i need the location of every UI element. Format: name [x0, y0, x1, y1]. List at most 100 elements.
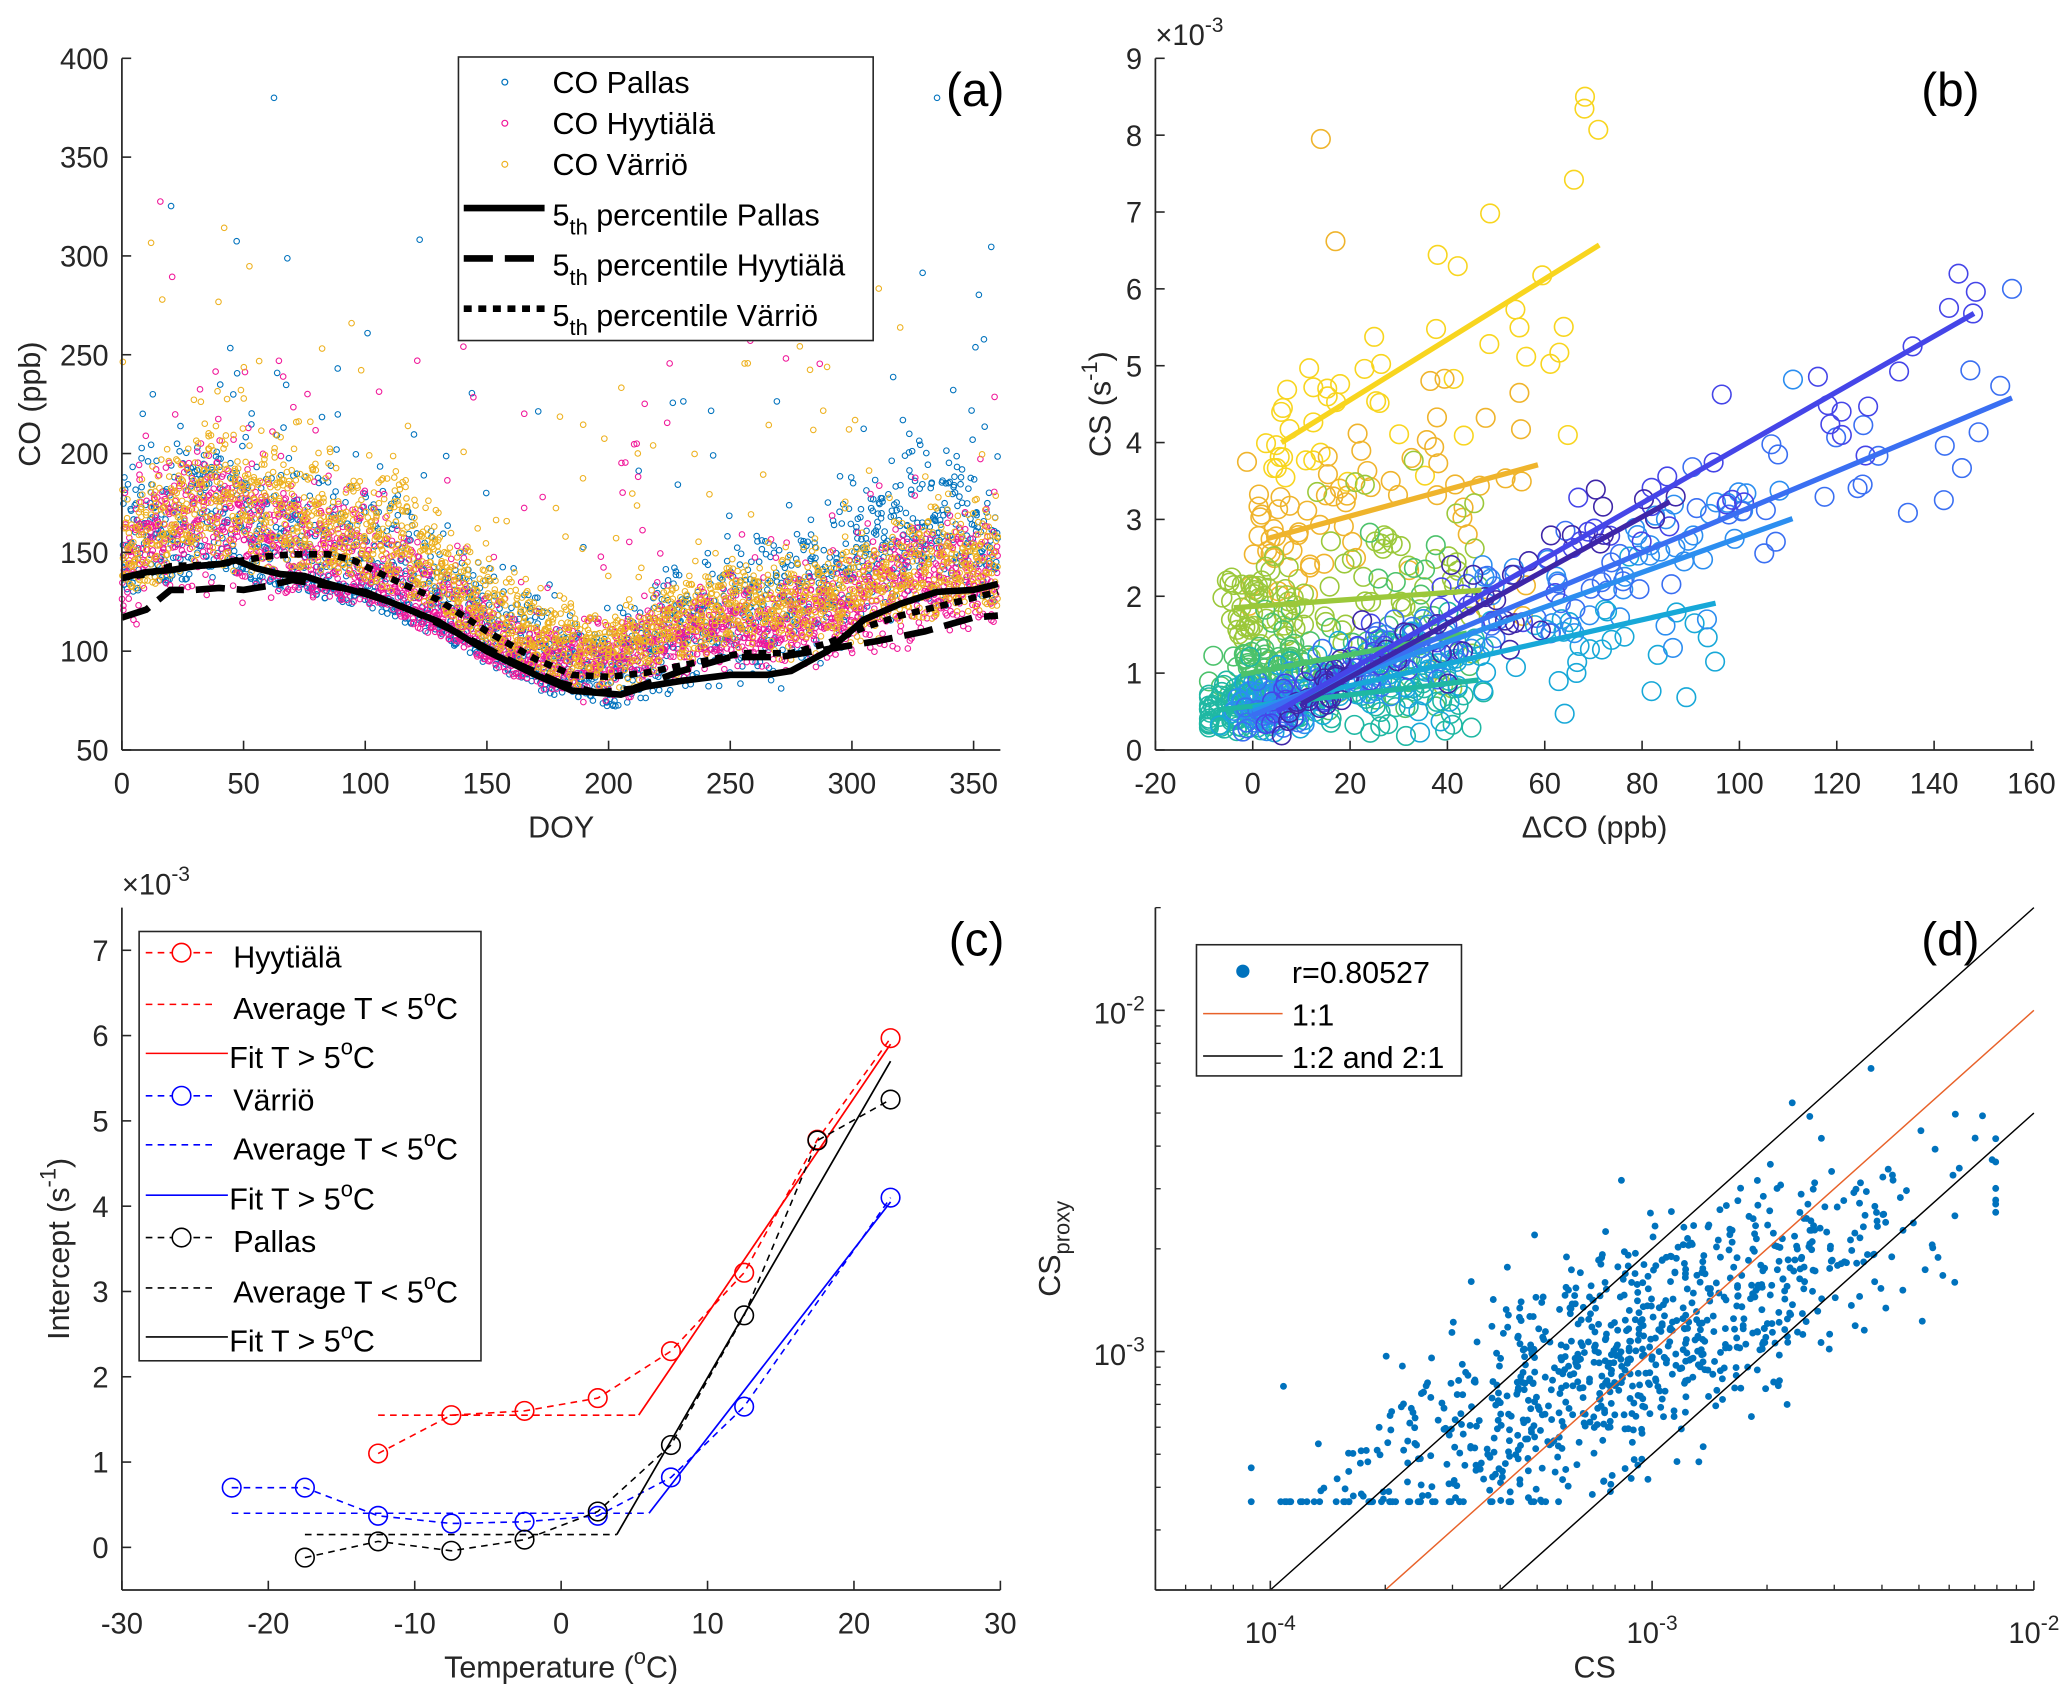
data-point	[434, 542, 442, 550]
data-point	[239, 425, 247, 432]
data-point	[394, 511, 402, 519]
data-point	[248, 421, 255, 428]
data-point	[138, 483, 145, 491]
data-point	[715, 682, 723, 690]
data-point	[334, 365, 342, 372]
data-point	[785, 501, 793, 509]
data-point	[184, 553, 192, 561]
data-point	[312, 460, 319, 468]
data-point	[342, 498, 349, 506]
data-point	[451, 586, 458, 594]
data-point	[635, 467, 643, 475]
data-point	[152, 466, 160, 473]
data-point	[597, 553, 605, 561]
data-point	[383, 610, 391, 617]
data-point	[666, 360, 673, 367]
data-point	[374, 560, 381, 567]
data-point	[460, 448, 467, 456]
data-point	[547, 689, 554, 697]
data-point	[896, 628, 904, 635]
data-point	[985, 489, 993, 497]
data-point	[444, 477, 451, 484]
data-point	[857, 505, 865, 513]
data-point	[285, 454, 293, 462]
data-point	[888, 457, 896, 465]
data-point	[255, 357, 263, 365]
data-point	[492, 516, 500, 524]
data-point	[290, 403, 297, 411]
data-point	[412, 502, 419, 509]
data-point	[200, 491, 208, 499]
data-point	[751, 554, 759, 561]
data-point	[832, 651, 839, 658]
data-point	[777, 685, 785, 692]
data-point	[446, 595, 453, 603]
data-point	[375, 499, 383, 507]
data-point	[392, 468, 400, 475]
data-point	[439, 530, 447, 538]
data-point	[457, 548, 465, 556]
data-point	[133, 620, 140, 628]
data-point	[967, 474, 975, 482]
data-point	[203, 591, 211, 599]
data-point	[957, 480, 964, 488]
data-point	[378, 608, 386, 616]
data-point	[511, 569, 518, 576]
data-point	[775, 546, 783, 554]
data-point	[318, 413, 326, 421]
data-point	[404, 422, 412, 430]
data-point	[527, 617, 534, 624]
data-point	[240, 395, 248, 402]
data-point	[707, 407, 715, 415]
data-point	[896, 505, 904, 513]
data-point	[474, 525, 481, 532]
data-point	[258, 427, 265, 434]
data-point	[234, 458, 241, 465]
data-point	[119, 358, 127, 366]
data-point	[197, 398, 205, 406]
data-point	[994, 453, 1001, 460]
data-point	[185, 570, 193, 578]
data-point	[176, 448, 183, 455]
data-point	[233, 237, 240, 245]
data-point	[964, 625, 972, 633]
data-point	[369, 604, 376, 612]
data-point	[245, 424, 252, 432]
data-point	[288, 466, 295, 474]
data-point	[334, 411, 342, 418]
data-point	[662, 565, 670, 573]
data-point	[423, 606, 430, 613]
data-point	[522, 575, 530, 583]
data-point	[214, 415, 222, 423]
data-point	[816, 360, 824, 368]
data-point	[358, 496, 365, 504]
data-point	[253, 463, 260, 471]
panel-a-co-timeseries: 0 50 100 150 200 250 300 3505010015020025030035…	[13, 44, 1005, 844]
data-point	[131, 501, 139, 509]
data-point	[507, 587, 514, 595]
data-point	[401, 619, 409, 626]
data-point	[233, 369, 241, 377]
data-point	[138, 444, 145, 452]
data-point	[881, 528, 888, 535]
data-point	[619, 609, 627, 617]
data-point	[248, 460, 256, 468]
data-point	[312, 426, 319, 434]
data-point	[284, 254, 291, 262]
data-point	[183, 500, 190, 508]
data-point	[357, 366, 365, 374]
data-point	[631, 605, 638, 612]
data-point	[924, 461, 932, 469]
data-point	[124, 495, 131, 503]
data-point	[162, 577, 170, 584]
data-point	[163, 445, 171, 453]
data-point	[674, 481, 682, 488]
data-point	[242, 433, 250, 441]
data-point	[242, 458, 249, 466]
data-point	[239, 599, 246, 607]
data-point	[915, 619, 923, 626]
data-point	[220, 224, 228, 232]
data-point	[410, 431, 418, 438]
data-point	[503, 517, 510, 525]
